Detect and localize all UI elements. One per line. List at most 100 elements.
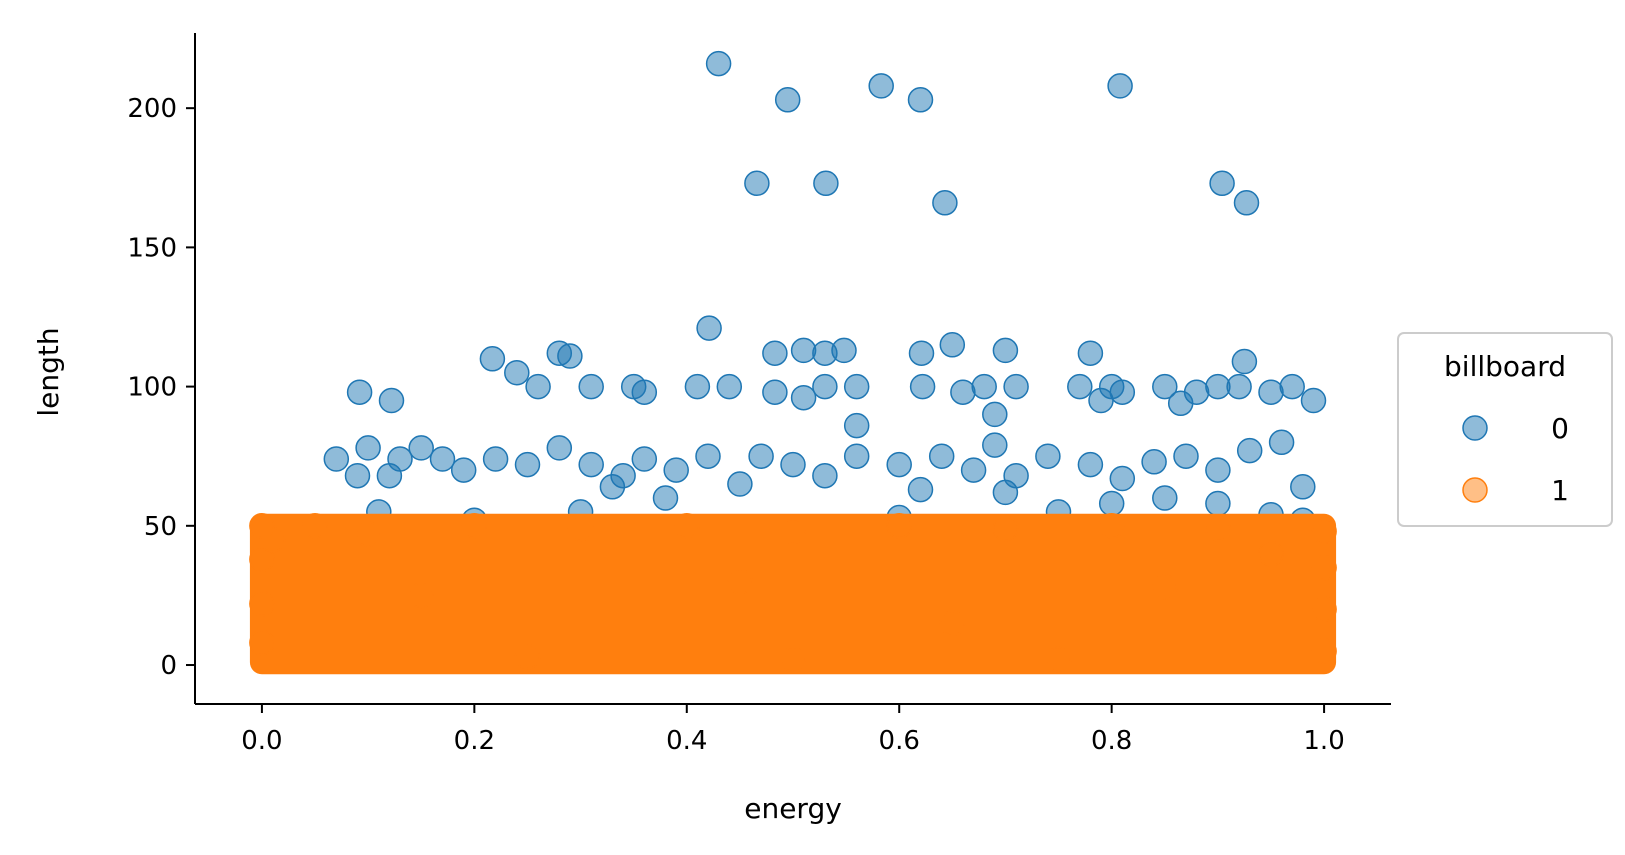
- data-point-series-1: [249, 629, 275, 656]
- data-point-series-0: [1231, 348, 1258, 375]
- data-point-series-0: [479, 346, 506, 372]
- data-point-series-1: [514, 643, 541, 670]
- data-point-series-0: [982, 432, 1008, 458]
- data-point-series-1: [567, 515, 594, 542]
- data-point-series-0: [557, 343, 583, 369]
- data-point-series-1: [1045, 646, 1072, 673]
- legend-label-1: 1: [1551, 474, 1569, 507]
- data-point-series-0: [744, 170, 770, 197]
- data-point-series-1: [1311, 518, 1337, 545]
- x-tick-label: 0.2: [454, 726, 495, 756]
- data-point-series-0: [1141, 449, 1167, 475]
- data-point-series-0: [1077, 451, 1104, 478]
- data-point-series-0: [387, 446, 413, 472]
- data-point-series-0: [1205, 373, 1231, 400]
- data-point-series-0: [1173, 443, 1199, 469]
- data-point-series-0: [705, 50, 732, 77]
- data-point-series-0: [762, 379, 788, 405]
- data-point-series-0: [408, 435, 434, 461]
- data-point-series-0: [907, 87, 934, 113]
- data-point-series-0: [1107, 73, 1133, 99]
- data-point-series-0: [992, 337, 1019, 364]
- data-point-series-0: [1268, 429, 1295, 456]
- data-point-series-0: [344, 462, 371, 489]
- data-point-series-0: [1003, 373, 1029, 400]
- data-point-series-0: [1152, 373, 1178, 400]
- x-ticks: 0.0 0.2 0.4 0.6 0.8 1.0: [241, 704, 1345, 756]
- data-point-series-0: [790, 384, 817, 411]
- data-point-series-1: [727, 568, 753, 595]
- data-point-series-0: [378, 387, 405, 414]
- x-tick-label: 0.0: [241, 726, 282, 756]
- legend-title: billboard: [1444, 350, 1566, 383]
- data-point-series-0: [813, 170, 839, 197]
- data-point-series-0: [908, 340, 935, 366]
- data-point-series-0: [928, 443, 955, 469]
- data-point-series-0: [450, 457, 477, 483]
- data-point-series-0: [631, 379, 658, 405]
- data-point-series-0: [1205, 490, 1231, 517]
- data-point-series-0: [696, 315, 722, 341]
- data-point-series-0: [578, 451, 604, 478]
- data-point-series-1: [1311, 596, 1337, 623]
- data-point-series-0: [1109, 379, 1136, 405]
- data-point-series-0: [355, 435, 381, 461]
- data-point-series-0: [1077, 340, 1104, 366]
- data-point-series-0: [907, 476, 934, 503]
- data-point-series-0: [514, 451, 541, 478]
- data-point-series-0: [727, 471, 753, 497]
- x-tick-label: 1.0: [1303, 726, 1344, 756]
- data-point-series-0: [578, 373, 604, 400]
- data-point-series-0: [323, 446, 350, 472]
- data-point-series-1: [355, 521, 381, 547]
- data-point-series-0: [684, 373, 711, 400]
- data-point-series-0: [1205, 457, 1231, 483]
- x-tick-label: 0.8: [1091, 726, 1132, 756]
- data-point-series-0: [812, 373, 838, 400]
- x-tick-label: 0.4: [666, 726, 707, 756]
- points-layer: [249, 50, 1337, 675]
- data-point-series-1: [1205, 515, 1231, 542]
- data-point-series-0: [992, 479, 1019, 506]
- legend-marker-0: [1462, 415, 1488, 441]
- data-point-series-0: [504, 359, 530, 386]
- data-point-series-0: [774, 87, 801, 113]
- data-point-series-0: [831, 337, 857, 364]
- data-point-series-1: [249, 546, 275, 572]
- data-point-series-0: [950, 379, 976, 405]
- data-point-series-1: [249, 591, 275, 617]
- x-axis-label: energy: [744, 792, 842, 825]
- data-point-series-0: [1109, 465, 1136, 492]
- y-tick-label: 100: [127, 373, 177, 403]
- x-tick-label: 0.6: [879, 726, 920, 756]
- data-point-series-0: [843, 373, 870, 400]
- data-point-series-1: [1098, 513, 1125, 539]
- y-tick-label: 0: [160, 651, 177, 681]
- data-point-series-1: [408, 582, 434, 609]
- legend-label-0: 0: [1551, 412, 1569, 445]
- data-point-series-0: [790, 337, 817, 364]
- data-point-series-0: [1088, 387, 1114, 414]
- data-point-series-0: [1035, 443, 1061, 469]
- data-point-series-1: [780, 518, 806, 545]
- data-point-series-0: [1167, 390, 1194, 417]
- data-point-series-1: [259, 526, 286, 553]
- data-point-series-0: [762, 340, 788, 366]
- data-point-series-0: [812, 462, 838, 489]
- data-point-series-0: [932, 190, 958, 216]
- legend-frame: [1397, 332, 1613, 527]
- data-point-series-0: [1067, 373, 1093, 400]
- data-point-series-0: [909, 373, 936, 400]
- data-point-series-0: [1290, 474, 1316, 500]
- data-point-series-1: [1311, 638, 1337, 664]
- data-point-series-0: [482, 446, 509, 472]
- data-point-series-0: [1258, 379, 1284, 405]
- data-point-series-1: [302, 513, 328, 539]
- data-point-series-1: [1311, 554, 1337, 581]
- y-axis-label: length: [32, 327, 65, 416]
- data-point-series-0: [525, 373, 551, 400]
- data-point-series-1: [1152, 574, 1178, 600]
- data-point-series-0: [429, 446, 456, 472]
- data-point-series-0: [599, 474, 626, 500]
